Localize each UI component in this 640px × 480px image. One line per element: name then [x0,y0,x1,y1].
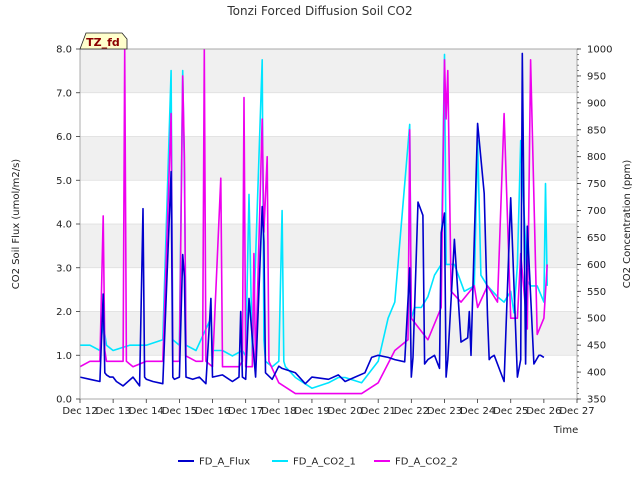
legend-label: FD_A_CO2_1 [293,457,356,468]
y-axis-right: 350 400 450 500 550 600 650 700 750 800 850 900 950 1… [577,45,612,406]
x-tick-label: Dec 15 [162,406,197,417]
x-tick-label: Dec 19 [294,406,329,417]
legend: FD_A_Flux FD_A_CO2_1 FD_A_CO2_2 [178,457,458,468]
y-right-tick-label: 650 [587,233,606,244]
y-right-tick-label: 350 [587,395,606,406]
x-tick-label: Dec 20 [327,406,362,417]
plot-band [80,49,577,93]
y-right-tick-label: 900 [587,98,606,109]
y-right-tick-label: 400 [587,368,606,379]
x-tick-label: Dec 14 [129,406,164,417]
y-axis-left-label: CO2 Soil Flux (umol/m2/s) [11,159,22,289]
plot-band [80,311,577,356]
series-line-fd-a-flux [80,52,545,387]
legend-label: FD_A_Flux [199,457,250,468]
x-tick-label: Dec 24 [460,406,495,417]
y-right-tick-label: 800 [587,152,606,163]
y-right-tick-label: 600 [587,260,606,271]
chart-title: Tonzi Forced Diffusion Soil CO2 [226,4,412,18]
legend-label: FD_A_CO2_2 [395,457,458,468]
x-tick-label: Dec 16 [195,406,230,417]
x-tick-label: Dec 27 [559,406,594,417]
y-axis-left: 0.0 1.0 2.0 3.0 4.0 5.0 6.0 7.0 8.0 [56,45,80,406]
series-line-fd-a-co2-2 [80,49,548,395]
y-right-tick-label: 700 [587,206,606,217]
y-left-tick-label: 8.0 [56,45,72,56]
x-tick-label: Dec 25 [493,406,528,417]
y-left-tick-label: 2.0 [56,307,72,318]
y-left-tick-label: 0.0 [56,395,72,406]
y-left-tick-label: 3.0 [56,263,72,274]
x-tick-label: Dec 21 [361,406,396,417]
y-right-tick-label: 550 [587,287,606,298]
y-left-tick-label: 6.0 [56,132,72,143]
y-left-tick-label: 4.0 [56,220,72,231]
y-right-tick-label: 1000 [587,45,612,56]
x-tick-label: Dec 13 [96,406,131,417]
y-left-tick-label: 1.0 [56,351,72,362]
site-badge: TZ_fd [79,32,128,50]
y-left-tick-label: 7.0 [56,88,72,99]
x-tick-label: Dec 26 [526,406,561,417]
x-tick-label: Dec 22 [394,406,429,417]
x-tick-label: Dec 18 [261,406,296,417]
y-right-tick-label: 450 [587,341,606,352]
x-tick-label: Dec 23 [427,406,462,417]
plot-band [80,136,577,181]
plot-bands [80,49,577,356]
x-tick-label: Dec 17 [228,406,263,417]
x-tick-label: Dec 12 [62,406,97,417]
y-right-tick-label: 750 [587,179,606,190]
plot-band [80,224,577,268]
y-right-tick-label: 500 [587,314,606,325]
y-axis-right-label: CO2 Concentration (ppm) [622,160,633,289]
y-right-tick-label: 850 [587,125,606,136]
y-left-tick-label: 5.0 [56,176,72,187]
series-layer [80,49,548,395]
y-right-tick-label: 950 [587,71,606,82]
site-badge-label: TZ_fd [86,36,120,49]
x-axis-label: Time [553,425,578,436]
